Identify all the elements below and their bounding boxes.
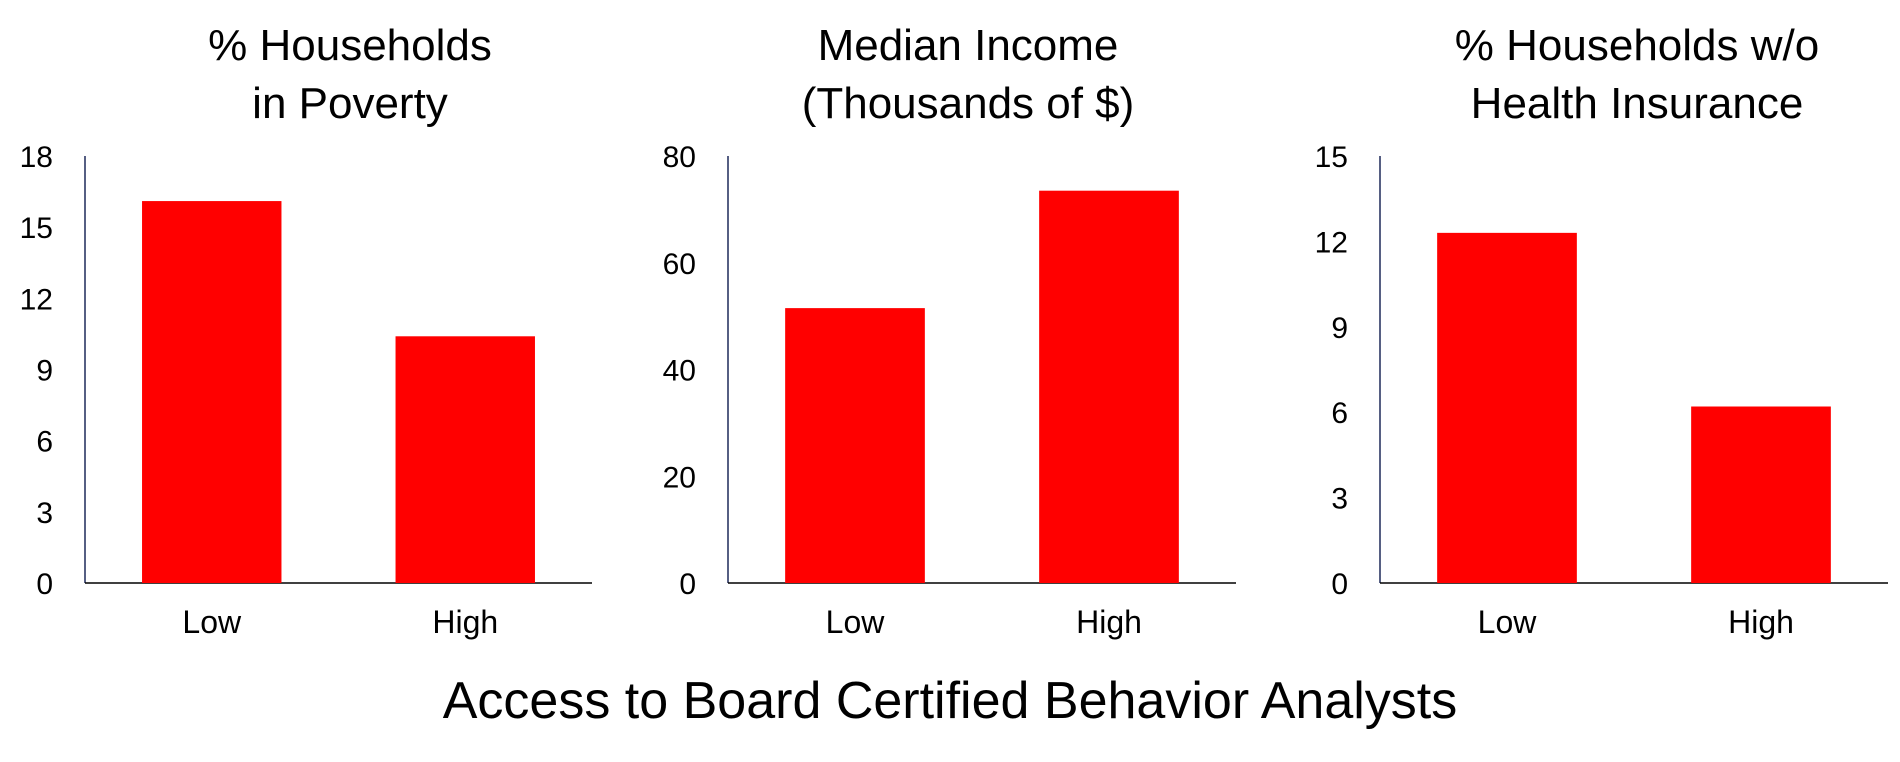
y-tick-label: 80 [663,141,696,174]
bar-high [1039,190,1179,583]
y-tick-label: 3 [1331,483,1348,516]
y-tick-label: 6 [36,426,53,459]
bar-low [785,308,925,583]
y-tick-label: 15 [20,212,53,245]
y-tick-label: 9 [36,355,53,388]
chart-title-line: in Poverty [252,79,448,128]
category-label: Low [1478,604,1538,640]
y-tick-label: 20 [663,461,696,494]
bar-high [395,336,535,583]
y-tick-label: 60 [663,248,696,281]
bar-low [1437,232,1577,584]
y-tick-label: 0 [36,568,53,601]
y-tick-label: 0 [1331,568,1348,601]
chart-title-line: Median Income [818,21,1119,70]
shared-x-axis-label: Access to Board Certified Behavior Analy… [443,672,1457,730]
chart-title-line: % Households w/o [1455,21,1819,70]
chart-panel-1: % Households in Poverty 0 3 6 9 12 15 18 Low High [20,21,592,640]
category-label: High [1728,604,1794,640]
y-tick-label: 18 [20,141,53,174]
chart-title-line: % Households [208,21,492,70]
category-label: Low [182,604,242,640]
category-label: High [432,604,498,640]
category-label: High [1076,604,1142,640]
y-tick-label: 9 [1331,312,1348,345]
chart-title: % Households w/o Health Insurance [1455,21,1819,128]
category-label: Low [826,604,886,640]
y-tick-label: 15 [1315,141,1348,174]
y-tick-label: 0 [679,568,696,601]
y-tick-label: 12 [1315,226,1348,259]
bar-low [142,201,282,584]
bar-high [1691,406,1831,583]
y-tick-label: 6 [1331,397,1348,430]
chart-title: Median Income (Thousands of $) [802,21,1135,128]
chart-panel-2: Median Income (Thousands of $) 0 20 40 60 80 Lo… [663,21,1236,640]
chart-panel-3: % Households w/o Health Insurance 0 3 6 9 12 15… [1315,21,1888,640]
chart-title-line: Health Insurance [1471,79,1804,128]
y-tick-label: 3 [36,497,53,530]
y-tick-label: 40 [663,355,696,388]
y-tick-label: 12 [20,283,53,316]
chart-title-line: (Thousands of $) [802,79,1135,128]
chart-title: % Households in Poverty [208,21,492,128]
